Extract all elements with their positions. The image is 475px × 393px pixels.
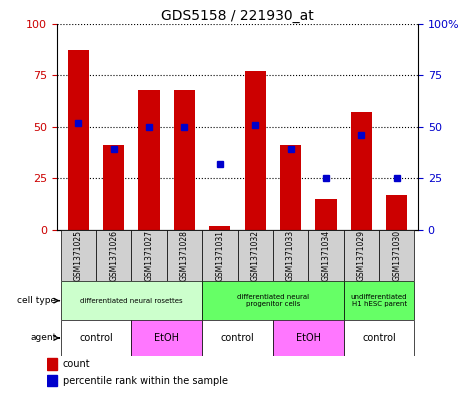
Bar [245, 71, 266, 230]
Text: GSM1371034: GSM1371034 [322, 230, 331, 281]
Bar [202, 230, 238, 281]
Bar [131, 230, 167, 281]
Text: GSM1371030: GSM1371030 [392, 230, 401, 281]
Text: GSM1371031: GSM1371031 [215, 230, 224, 281]
Bar [379, 230, 415, 281]
Bar [273, 320, 344, 356]
Bar [60, 281, 202, 320]
Bar [131, 320, 202, 356]
Bar [209, 226, 230, 230]
Bar [273, 230, 308, 281]
Text: percentile rank within the sample: percentile rank within the sample [63, 376, 228, 386]
Bar [280, 145, 301, 230]
Bar [315, 199, 337, 230]
Bar [138, 90, 160, 230]
Text: control: control [220, 333, 255, 343]
Bar [174, 90, 195, 230]
Text: GSM1371026: GSM1371026 [109, 230, 118, 281]
Bar [103, 145, 124, 230]
Bar [67, 50, 89, 230]
Bar [351, 112, 372, 230]
Bar [308, 230, 344, 281]
Text: GSM1371028: GSM1371028 [180, 230, 189, 281]
Text: control: control [362, 333, 396, 343]
Bar [60, 320, 131, 356]
Text: differentiated neural rosettes: differentiated neural rosettes [80, 298, 182, 304]
Text: EtOH: EtOH [154, 333, 179, 343]
Bar [344, 320, 415, 356]
Text: GSM1371027: GSM1371027 [144, 230, 153, 281]
Title: GDS5158 / 221930_at: GDS5158 / 221930_at [161, 9, 314, 22]
Bar [60, 230, 96, 281]
Text: differentiated neural
progenitor cells: differentiated neural progenitor cells [237, 294, 309, 307]
Bar [344, 230, 379, 281]
Bar [386, 195, 408, 230]
Bar [48, 358, 57, 370]
Text: GSM1371032: GSM1371032 [251, 230, 260, 281]
Text: control: control [79, 333, 113, 343]
Bar [344, 281, 415, 320]
Bar [202, 281, 344, 320]
Bar [238, 230, 273, 281]
Text: GSM1371029: GSM1371029 [357, 230, 366, 281]
Text: agent: agent [30, 334, 57, 342]
Text: undifferentiated
H1 hESC parent: undifferentiated H1 hESC parent [351, 294, 408, 307]
Bar [167, 230, 202, 281]
Text: GSM1371033: GSM1371033 [286, 230, 295, 281]
Bar [202, 320, 273, 356]
Text: GSM1371025: GSM1371025 [74, 230, 83, 281]
Text: count: count [63, 359, 90, 369]
Text: EtOH: EtOH [296, 333, 321, 343]
Bar [48, 375, 57, 386]
Bar [96, 230, 131, 281]
Text: cell type: cell type [17, 296, 57, 305]
